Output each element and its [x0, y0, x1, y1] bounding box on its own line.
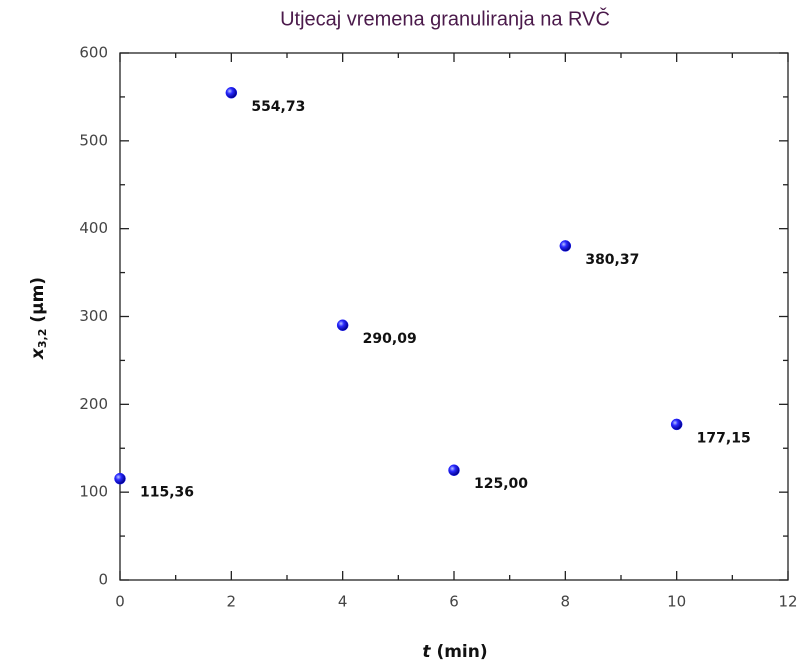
- y-tick-label: 500: [79, 131, 108, 149]
- data-label: 125,00: [474, 476, 528, 492]
- data-point: [670, 418, 683, 431]
- y-tick-label: 100: [79, 483, 108, 501]
- x-axis-unit: (min): [436, 642, 487, 662]
- data-label: 380,37: [585, 252, 639, 268]
- y-axis-symbol: x: [28, 347, 48, 360]
- data-label: 177,15: [697, 430, 751, 446]
- x-tick-label: 12: [778, 593, 797, 611]
- y-axis-unit: (µm): [28, 277, 48, 323]
- data-point: [114, 472, 126, 485]
- data-point: [225, 87, 238, 99]
- data-point: [448, 464, 460, 476]
- x-tick-label: 2: [227, 593, 237, 611]
- x-axis-label: t (min): [422, 642, 487, 662]
- y-tick-label: 400: [79, 219, 108, 237]
- x-tick-label: 10: [667, 593, 686, 611]
- data-point: [559, 240, 572, 252]
- x-axis-symbol: t: [422, 642, 431, 662]
- plot-frame: [119, 52, 789, 581]
- x-tick-label: 4: [338, 593, 348, 611]
- data-label: 554,73: [251, 99, 305, 115]
- data-point: [336, 319, 349, 331]
- y-tick-label: 300: [79, 307, 108, 325]
- y-axis-subscript: 3,2: [36, 329, 49, 349]
- y-tick-label: 600: [79, 44, 108, 62]
- x-tick-label: 6: [449, 593, 459, 611]
- x-tick-label: 8: [561, 593, 571, 611]
- y-tick-label: 200: [79, 395, 108, 413]
- chart-title: Utjecaj vremena granuliranja na RVČ: [280, 7, 610, 30]
- x-tick-label: 0: [115, 593, 125, 611]
- y-tick-label: 0: [98, 571, 108, 589]
- data-label: 290,09: [363, 331, 417, 347]
- y-axis-label: x3,2 (µm): [28, 277, 49, 360]
- data-label: 115,36: [140, 485, 194, 501]
